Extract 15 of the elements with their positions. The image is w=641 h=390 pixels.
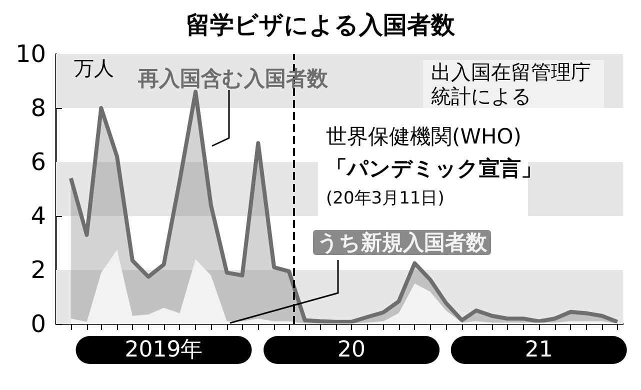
- x-tick-label: 20: [338, 338, 366, 362]
- y-tick-label: 8: [30, 94, 46, 122]
- chart-title: 留学ビザによる入国者数: [186, 11, 456, 39]
- text: うち新規入国者数: [317, 230, 488, 254]
- x-tick-label: 21: [524, 338, 553, 362]
- series-label: 再入国含む入国者数: [137, 66, 329, 90]
- y-tick-label: 2: [30, 256, 46, 284]
- ref-line-label: 世界保健機関(WHO) 「パンデミック宣言」 (20年3月11日): [326, 124, 542, 208]
- y-tick-label: 6: [30, 148, 46, 176]
- y-tick-label: 10: [15, 40, 46, 68]
- x-tick-label: 2019年: [124, 338, 203, 362]
- y-axis-title: 万人: [74, 56, 114, 80]
- y-tick-label: 0: [30, 310, 46, 338]
- y-tick-label: 4: [30, 202, 46, 230]
- annotation: 出入国在留管理庁統計による: [431, 60, 591, 108]
